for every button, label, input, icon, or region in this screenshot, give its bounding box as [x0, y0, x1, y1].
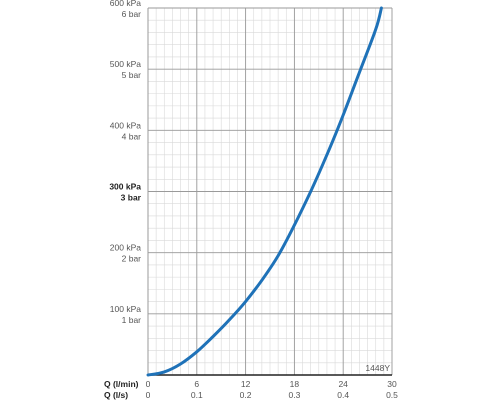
x-tick-label-ls: 0.2 — [240, 390, 252, 400]
x-axis-labels: 00 60.1 120.2 180.3 240.4 300.5 — [146, 379, 399, 400]
x-tick-label-lmin: 18 — [290, 379, 300, 389]
x-tick-label-ls: 0.1 — [191, 390, 203, 400]
x-axis-title-ls: Q (l/s) — [104, 390, 128, 400]
y-tick-label-kpa: 100 kPa — [110, 304, 141, 314]
y-tick-label-kpa: 200 kPa — [110, 243, 141, 253]
x-tick-label-lmin: 24 — [338, 379, 348, 389]
y-tick-label-bar: 4 bar — [122, 131, 142, 141]
y-tick-label-bar: 1 bar — [122, 315, 142, 325]
x-tick-label-lmin: 0 — [146, 379, 151, 389]
major-grid — [147, 7, 393, 376]
x-tick-label-ls: 0.4 — [337, 390, 349, 400]
y-tick-label-bar: 2 bar — [122, 254, 142, 264]
y-tick-label-kpa: 300 kPa — [109, 182, 141, 192]
x-tick-label-ls: 0.5 — [386, 390, 398, 400]
x-tick-label-lmin: 30 — [387, 379, 397, 389]
y-tick-label-bar: 5 bar — [122, 70, 142, 80]
y-tick-label-kpa: 600 kPa — [110, 0, 141, 8]
x-tick-label-lmin: 6 — [194, 379, 199, 389]
x-axis-title-lmin: Q (l/min) — [104, 379, 139, 389]
chart-code-label: 1448Y — [365, 363, 390, 373]
series-layer — [146, 6, 383, 377]
x-tick-label-ls: 0 — [146, 390, 151, 400]
pressure-curve-line — [146, 6, 383, 377]
y-tick-label-bar: 3 bar — [121, 193, 142, 203]
x-tick-label-ls: 0.3 — [288, 390, 300, 400]
y-tick-label-bar: 6 bar — [122, 9, 142, 19]
y-tick-label-kpa: 500 kPa — [110, 59, 141, 69]
x-tick-label-lmin: 12 — [241, 379, 251, 389]
y-tick-label-kpa: 400 kPa — [110, 120, 141, 130]
